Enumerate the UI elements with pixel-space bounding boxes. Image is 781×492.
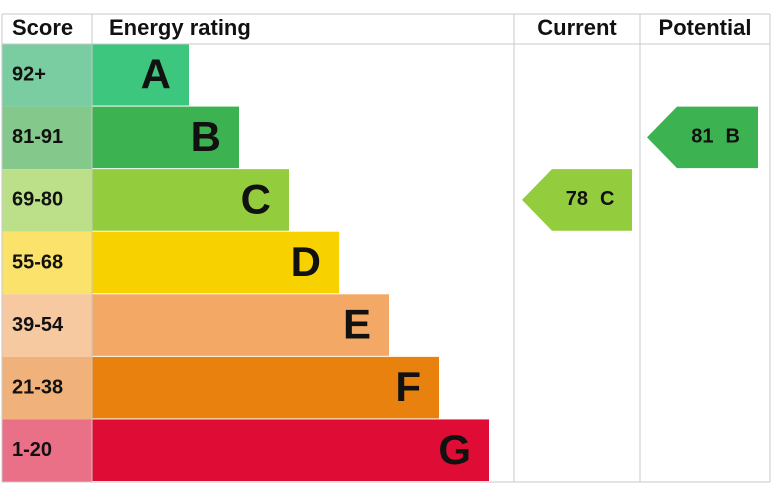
score-label: 81-91 (12, 126, 63, 148)
rating-bar (92, 169, 289, 231)
rating-bar (92, 419, 489, 481)
score-cell (2, 356, 92, 420)
current-letter: C (600, 188, 614, 210)
score-cell (2, 169, 92, 232)
band-letter: F (395, 363, 421, 410)
header-potential: Potential (659, 15, 752, 40)
band-letter: E (343, 301, 371, 348)
rating-bar (92, 356, 439, 419)
score-label: 92+ (12, 64, 46, 86)
current-value: 78 (566, 188, 588, 210)
score-label: 55-68 (12, 251, 63, 273)
score-cell (2, 294, 92, 357)
band-letter: D (291, 238, 321, 285)
rating-bar (92, 231, 339, 294)
rating-bar (92, 44, 189, 106)
band-letter: B (191, 113, 221, 160)
score-cell (2, 106, 92, 170)
band-letter: G (438, 426, 471, 473)
band-letter: C (241, 176, 271, 223)
rating-bar (92, 106, 239, 169)
header-current: Current (537, 15, 617, 40)
score-label: 69-80 (12, 189, 63, 211)
potential-value: 81 (691, 126, 713, 148)
score-label: 21-38 (12, 376, 63, 398)
header-score: Score (12, 15, 73, 40)
score-cell (2, 231, 92, 295)
current-arrow (522, 169, 632, 231)
potential-arrow (647, 106, 758, 169)
score-cell (2, 419, 92, 482)
rating-bar (92, 294, 389, 356)
score-label: 1-20 (12, 439, 52, 461)
score-cell (2, 44, 92, 107)
score-label: 39-54 (12, 314, 64, 336)
header-rating: Energy rating (109, 15, 251, 40)
band-letter: A (141, 50, 171, 97)
potential-letter: B (726, 126, 740, 148)
